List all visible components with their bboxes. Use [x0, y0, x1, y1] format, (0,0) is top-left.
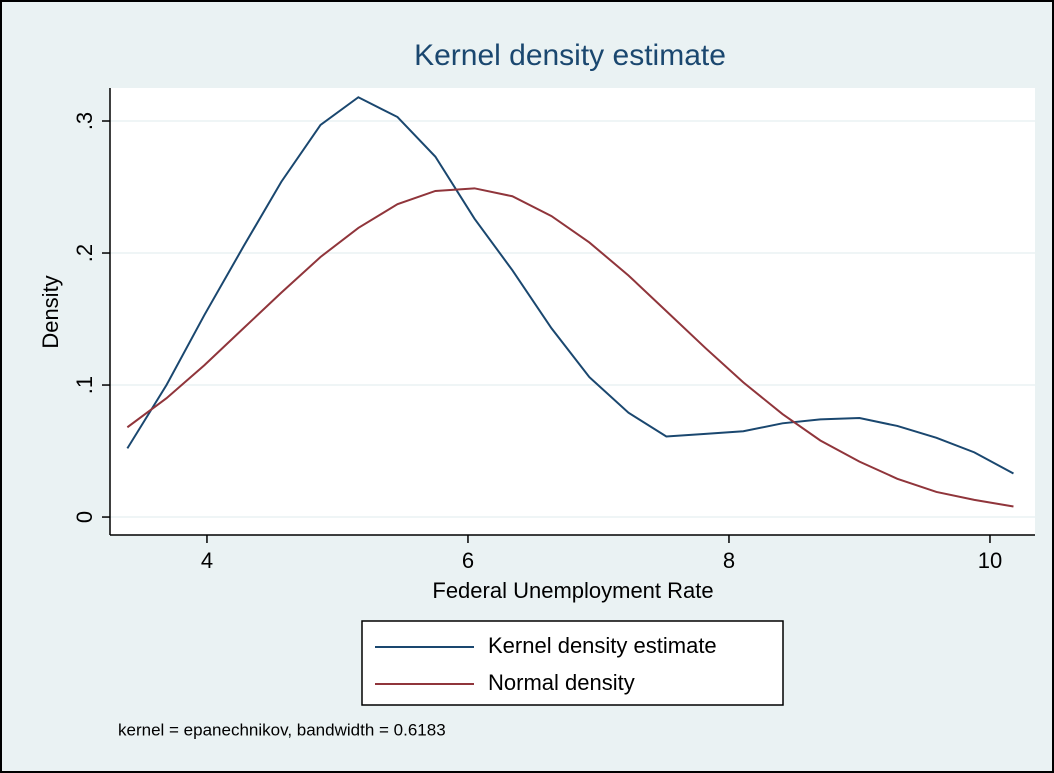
chart-title: Kernel density estimate: [414, 39, 726, 72]
series-line: [126, 187, 1014, 508]
x-axis-label: Federal Unemployment Rate: [432, 578, 713, 603]
x-tick-label: 10: [978, 548, 1002, 573]
legend: [361, 620, 784, 706]
y-axis-label: Density: [38, 275, 63, 348]
y-tick-label: .3: [72, 112, 97, 130]
y-tick-label: .2: [72, 244, 97, 262]
y-tick-label: .1: [72, 376, 97, 394]
plot-area: [110, 88, 1035, 535]
x-tick-label: 4: [201, 548, 213, 573]
legend-label: Kernel density estimate: [488, 633, 717, 658]
series-line: [126, 96, 1014, 475]
x-tick-label: 8: [723, 548, 735, 573]
y-tick-label: 0: [72, 511, 97, 523]
x-tick-label: 6: [462, 548, 474, 573]
note: kernel = epanechnikov, bandwidth = 0.618…: [118, 720, 446, 739]
legend-label: Normal density: [488, 670, 635, 695]
